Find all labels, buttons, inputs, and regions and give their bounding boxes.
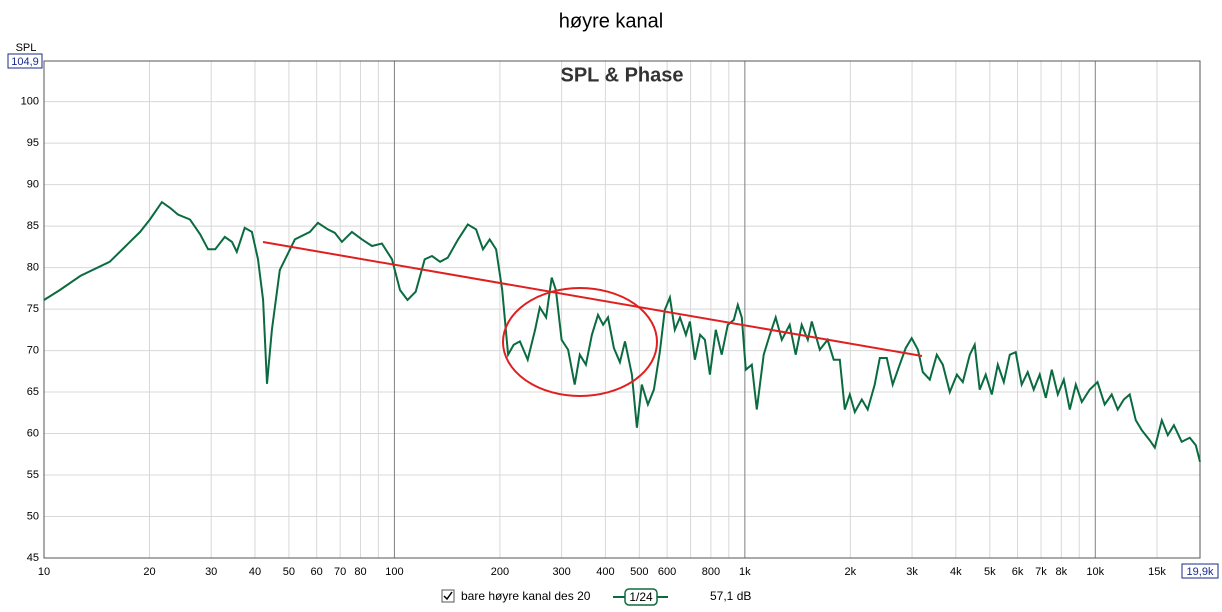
- y-tick-label: 45: [27, 552, 39, 564]
- x-tick-label: 7k: [1035, 566, 1047, 578]
- x-tick-label: 5k: [984, 566, 996, 578]
- y-tick-label: 70: [27, 344, 39, 356]
- x-tick-label: 4k: [950, 566, 962, 578]
- y-tick-label: 90: [27, 179, 39, 191]
- x-tick-label: 19,9k: [1187, 566, 1214, 578]
- x-tick-label: 1k: [739, 566, 751, 578]
- x-tick-label: 40: [249, 566, 261, 578]
- y-axis-label: SPL: [16, 42, 37, 54]
- spl-line: [43, 200, 1201, 463]
- limit-box: [7, 53, 43, 69]
- limit-box: [1181, 563, 1219, 579]
- legend-label: bare høyre kanal des 20: [461, 589, 591, 603]
- plot-frame: [43, 60, 1201, 559]
- x-tick-label: 300: [552, 566, 570, 578]
- x-tick-label: 80: [354, 566, 366, 578]
- legend-checkbox[interactable]: [441, 589, 455, 603]
- x-tick-label: 3k: [906, 566, 918, 578]
- chart-subtitle: SPL & Phase: [560, 64, 683, 86]
- x-tick-label: 2k: [845, 566, 857, 578]
- x-tick-label: 70: [334, 566, 346, 578]
- y-tick-label: 60: [27, 427, 39, 439]
- x-tick-label: 10: [38, 566, 50, 578]
- x-tick-label: 50: [283, 566, 295, 578]
- smoothing-box[interactable]: [624, 588, 658, 606]
- x-tick-label: 200: [491, 566, 509, 578]
- chart-title: høyre kanal: [559, 10, 664, 32]
- x-tick-label: 400: [596, 566, 614, 578]
- y-tick-label: 80: [27, 262, 39, 274]
- checkmark: [443, 591, 453, 601]
- x-tick-label: 30: [205, 566, 217, 578]
- y-tick-label: 95: [27, 137, 39, 149]
- smoothing-label: 1/24: [629, 590, 653, 604]
- y-tick-label: 104,9: [11, 56, 39, 68]
- x-tick-label: 100: [385, 566, 403, 578]
- trend-annotation: [262, 241, 923, 357]
- y-tick-label: 65: [27, 386, 39, 398]
- x-tick-label: 8k: [1056, 566, 1068, 578]
- y-tick-label: 55: [27, 469, 39, 481]
- x-tick-label: 600: [658, 566, 676, 578]
- x-tick-label: 800: [702, 566, 720, 578]
- y-tick-label: 50: [27, 510, 39, 522]
- circle-annotation: [502, 287, 658, 397]
- x-tick-label: 20: [143, 566, 155, 578]
- plot-area: 45 50 55 60 65 70 75 80 85 90 95 100 104,9 10 20 30 40 50…: [7, 53, 1219, 579]
- legend-value: 57,1 dB: [710, 589, 751, 603]
- x-tick-label: 60: [311, 566, 323, 578]
- y-tick-label: 100: [21, 96, 39, 108]
- x-tick-label: 500: [630, 566, 648, 578]
- y-tick-label: 85: [27, 220, 39, 232]
- x-tick-label: 6k: [1012, 566, 1024, 578]
- x-tick-label: 10k: [1086, 566, 1104, 578]
- x-tick-label: 15k: [1148, 566, 1166, 578]
- y-tick-label: 75: [27, 303, 39, 315]
